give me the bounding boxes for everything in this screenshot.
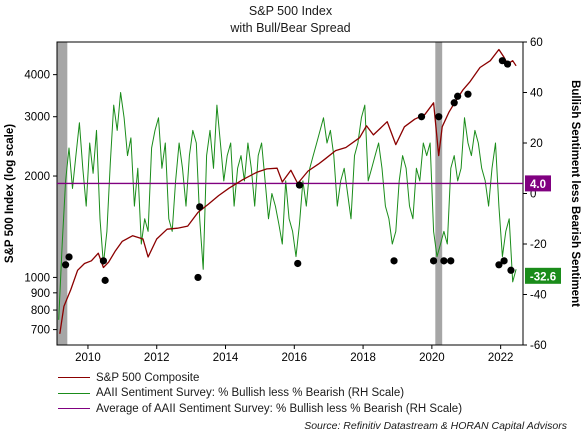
y-left-tick-label-5: 3000 xyxy=(24,112,50,124)
x-tick-label-6: 2022 xyxy=(488,352,514,364)
y-right-tick-label-0: -60 xyxy=(530,340,547,352)
x-tick-label-5: 2020 xyxy=(419,352,445,364)
extreme-marker-2 xyxy=(99,257,108,265)
y-right-tick-label-3: 0 xyxy=(530,189,536,201)
chart-title: S&P 500 Index xyxy=(248,4,333,18)
legend-label-aaii: AAII Sentiment Survey: % Bullish less % … xyxy=(96,387,405,400)
extreme-marker-3 xyxy=(101,276,109,284)
legend-swatch-sp500 xyxy=(58,377,90,379)
extreme-marker-15 xyxy=(454,92,462,100)
legend-item-sp500: S&P 500 Composite xyxy=(58,370,462,386)
legend: S&P 500 Composite AAII Sentiment Survey:… xyxy=(58,370,462,417)
chart-subtitle: with Bull/Bear Spread xyxy=(230,21,351,35)
extreme-marker-11 xyxy=(435,113,443,121)
extreme-marker-20 xyxy=(503,60,512,68)
y-right-tick-label-6: 60 xyxy=(530,37,543,49)
legend-item-aaii-average: Average of AAII Sentiment Survey: % Bull… xyxy=(58,401,462,417)
extreme-marker-17 xyxy=(495,261,503,269)
series-line-aaii xyxy=(58,92,517,320)
extreme-marker-13 xyxy=(447,257,455,265)
extreme-marker-7 xyxy=(295,181,304,189)
value-callout-box-0 xyxy=(525,175,551,192)
extreme-marker-19 xyxy=(500,257,508,265)
y-left-tick-label-2: 900 xyxy=(31,288,50,300)
y-right-tick-label-4: 20 xyxy=(530,138,543,150)
y-right-tick-label-5: 40 xyxy=(530,88,543,100)
x-tick-label-1: 2012 xyxy=(144,352,170,364)
value-callout-label-0: 4.0 xyxy=(530,179,546,191)
legend-swatch-aaii-average xyxy=(58,408,90,410)
extreme-marker-14 xyxy=(450,99,458,107)
y-right-axis-label: Bullish Sentiment less Bearish Sentiment xyxy=(569,80,581,307)
extreme-marker-16 xyxy=(464,90,472,98)
legend-label-aaii-average: Average of AAII Sentiment Survey: % Bull… xyxy=(96,402,463,415)
legend-swatch-aaii xyxy=(58,392,90,394)
x-tick-label-2: 2014 xyxy=(213,352,239,364)
recession-band-0 xyxy=(57,42,68,345)
extreme-marker-18 xyxy=(498,57,506,65)
recession-band-1 xyxy=(435,42,443,345)
x-tick-label-0: 2010 xyxy=(75,352,101,364)
x-tick-label-3: 2016 xyxy=(282,352,308,364)
source-note: Source: Refinitiv Datastream & HORAN Cap… xyxy=(304,420,567,432)
extreme-marker-10 xyxy=(429,257,438,265)
legend-item-aaii: AAII Sentiment Survey: % Bullish less % … xyxy=(58,386,462,402)
x-tick-label-4: 2018 xyxy=(350,352,376,364)
legend-label-sp500: S&P 500 Composite xyxy=(96,371,200,384)
extreme-marker-12 xyxy=(440,257,448,265)
y-left-tick-label-4: 2000 xyxy=(24,171,50,183)
extreme-marker-6 xyxy=(294,259,302,268)
plot-frame xyxy=(56,41,524,346)
y-right-tick-label-2: -20 xyxy=(530,239,547,251)
value-callout-label-1: -32.6 xyxy=(530,271,556,283)
value-callout-box-1 xyxy=(525,267,561,284)
series-line-sp500 xyxy=(59,48,517,334)
y-left-tick-label-1: 800 xyxy=(31,305,50,317)
extreme-marker-9 xyxy=(417,113,426,121)
extreme-marker-4 xyxy=(194,273,202,282)
extreme-marker-0 xyxy=(61,261,70,269)
y-left-tick-label-0: 700 xyxy=(31,325,50,337)
extreme-marker-21 xyxy=(507,266,515,274)
extreme-marker-5 xyxy=(196,203,204,211)
y-right-tick-label-1: -40 xyxy=(530,290,547,302)
y-left-tick-label-6: 4000 xyxy=(24,70,50,82)
y-left-tick-label-3: 1000 xyxy=(24,272,50,284)
extreme-marker-1 xyxy=(65,253,73,261)
extreme-marker-8 xyxy=(390,257,398,265)
y-left-axis-label: S&P 500 Index (log scale) xyxy=(4,124,16,263)
